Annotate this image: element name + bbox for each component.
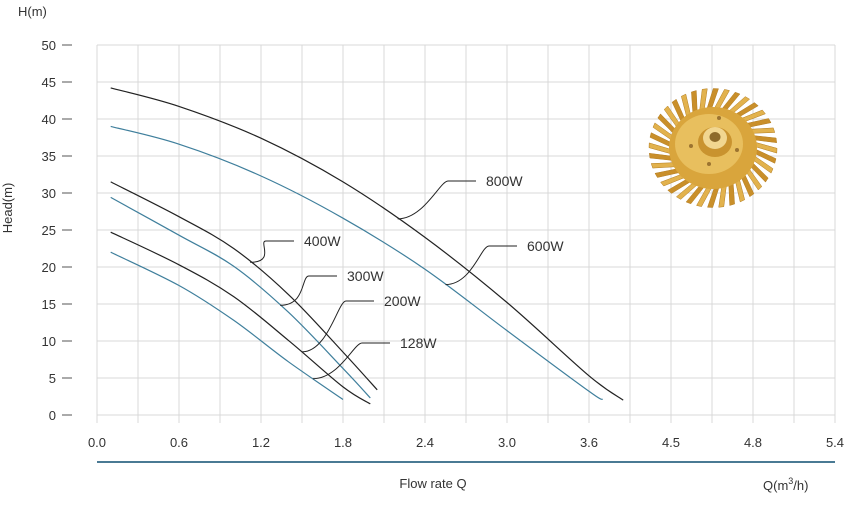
x-unit-label: Q(m3/h): [763, 476, 808, 493]
curve-label: 128W: [400, 335, 437, 351]
x-tick-label: 1.8: [334, 435, 352, 450]
x-tick-label: 1.2: [252, 435, 270, 450]
curve-400w: [110, 181, 378, 391]
y-tick-label: 35: [42, 149, 56, 164]
curve-800w: [110, 87, 624, 401]
curve-label: 600W: [527, 238, 564, 254]
y-tick-label: 0: [49, 408, 56, 423]
curve-600w: [110, 125, 604, 401]
impeller-bore: [709, 132, 721, 142]
y-axis-ticks: 0 5 10 15 20 25 30 35 40 45 50: [42, 38, 72, 423]
x-axis-title: Flow rate Q: [399, 476, 466, 491]
leader-line: [250, 240, 294, 263]
x-tick-label: 0.6: [170, 435, 188, 450]
x-tick-label: 4.8: [744, 435, 762, 450]
curve-label: 200W: [384, 293, 421, 309]
curve-label: 300W: [347, 268, 384, 284]
leader-line: [301, 300, 374, 353]
impeller-blades: [648, 88, 778, 208]
y-tick-label: 25: [42, 223, 56, 238]
grid-lines: [96, 44, 836, 423]
y-tick-label: 15: [42, 297, 56, 312]
y-tick-label: 5: [49, 371, 56, 386]
x-tick-label: 5.4: [826, 435, 844, 450]
leader-line: [312, 342, 390, 380]
impeller-hole: [735, 148, 739, 152]
leader-line: [397, 180, 476, 220]
y-tick-label: 50: [42, 38, 56, 53]
curve-300w: [110, 196, 371, 399]
y-tick-label: 40: [42, 112, 56, 127]
impeller-hole: [717, 116, 721, 120]
curve-128w: [110, 251, 344, 400]
curves: [110, 87, 624, 405]
curve-200w: [110, 231, 371, 405]
curve-label: 800W: [486, 173, 523, 189]
impeller-image: [648, 88, 778, 208]
x-tick-label: 3.0: [498, 435, 516, 450]
curve-label: 400W: [304, 233, 341, 249]
x-tick-label: 0.0: [88, 435, 106, 450]
y-axis-title: Head(m): [0, 183, 15, 234]
x-axis-ticks: 0.0 0.6 1.2 1.8 2.4 3.0 3.6 4.5 4.8 5.4: [88, 435, 844, 450]
y-tick-label: 20: [42, 260, 56, 275]
x-tick-label: 2.4: [416, 435, 434, 450]
y-tick-label: 30: [42, 186, 56, 201]
leader-line: [445, 245, 517, 286]
impeller-hole: [689, 144, 693, 148]
leader-line: [280, 275, 337, 306]
impeller-hole: [707, 162, 711, 166]
x-tick-label: 3.6: [580, 435, 598, 450]
y-tick-label: 10: [42, 334, 56, 349]
y-tick-label: 45: [42, 75, 56, 90]
y-unit-label: H(m): [18, 4, 47, 19]
x-tick-label: 4.5: [662, 435, 680, 450]
